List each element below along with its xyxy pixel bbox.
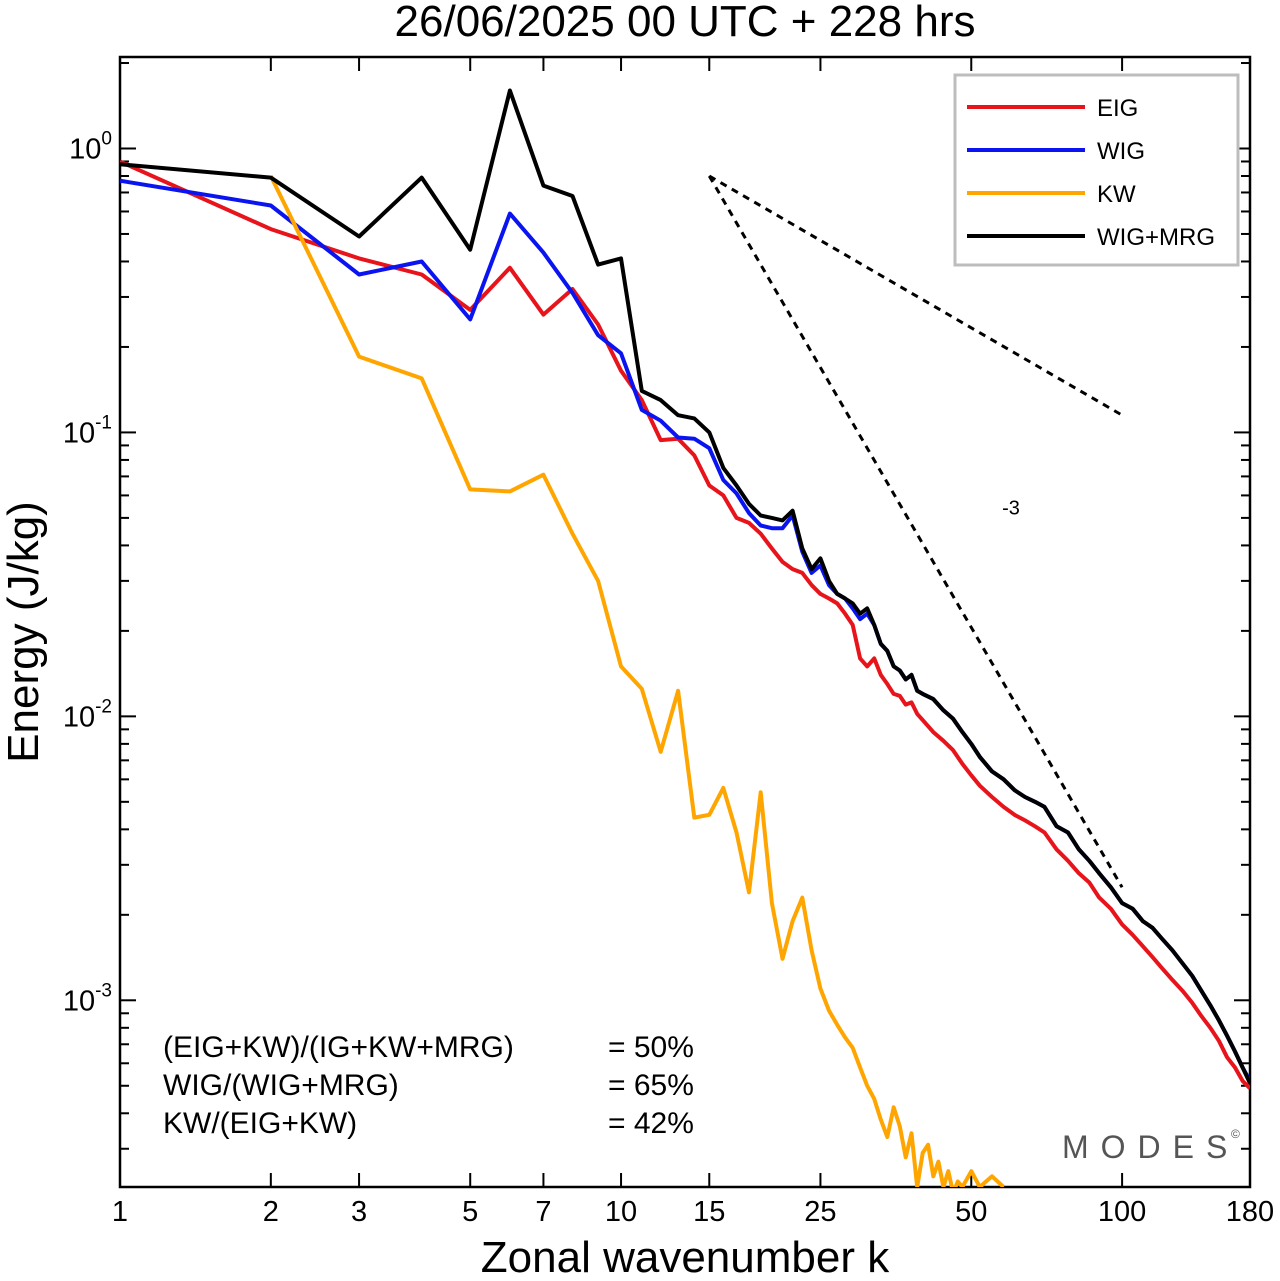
reference-slopes: -5/3-3	[707, 174, 1124, 889]
y-tick-base: 10	[63, 701, 95, 733]
x-tick-label: 3	[351, 1196, 367, 1228]
ratio-name: WIG/(WIG+MRG)	[163, 1069, 399, 1102]
x-tick-label: 5	[462, 1196, 478, 1228]
ratio-annotations: (EIG+KW)/(IG+KW+MRG) = 50% WIG/(WIG+MRG) = …	[163, 1031, 694, 1140]
ratio-value: = 65%	[608, 1069, 694, 1102]
series-line-eig	[120, 159, 1250, 1090]
ratio-value: = 42%	[608, 1107, 694, 1140]
x-tick-label: 50	[955, 1196, 987, 1228]
x-tick-label: 1	[112, 1196, 128, 1228]
y-tick-exponent: -3	[95, 980, 112, 1001]
y-tick-exponent: -2	[95, 696, 112, 717]
x-tick-label: 10	[605, 1196, 637, 1228]
series-line-kw	[269, 175, 1005, 1187]
x-tick-label: 25	[804, 1196, 836, 1228]
series-line-wig	[120, 178, 1250, 1082]
series-line-wig-mrg	[120, 88, 1250, 1085]
slope-label: -3	[1002, 497, 1020, 519]
modes-logo-mark: ©	[1231, 1127, 1240, 1141]
ratio-name: KW/(EIG+KW)	[163, 1107, 357, 1140]
y-tick-base: 10	[69, 133, 101, 165]
y-tick-base: 10	[63, 985, 95, 1017]
legend-label: KW	[1097, 181, 1136, 208]
y-tick-base: 10	[63, 417, 95, 449]
y-tick-label: 10-1	[63, 412, 112, 449]
y-tick-exponent: 0	[101, 128, 112, 149]
legend-label: WIG+MRG	[1097, 224, 1215, 251]
slope-line	[707, 175, 1124, 889]
ratio-value: = 50%	[608, 1031, 694, 1064]
y-tick-label: 100	[69, 128, 112, 165]
legend: EIG WIG KW WIG+MRG	[953, 73, 1240, 267]
slope-line	[708, 174, 1123, 417]
x-tick-label: 180	[1226, 1196, 1274, 1228]
plot-frame	[118, 55, 1252, 1189]
y-tick-label: 10-2	[63, 696, 112, 733]
x-tick-label: 7	[535, 1196, 551, 1228]
x-tick-label: 2	[263, 1196, 279, 1228]
x-tick-label: 15	[693, 1196, 725, 1228]
y-tick-exponent: -1	[95, 412, 112, 433]
data-series	[120, 88, 1250, 1187]
ratio-name: (EIG+KW)/(IG+KW+MRG)	[163, 1031, 514, 1064]
y-axis-label: Energy (J/kg)	[0, 501, 48, 763]
y-tick-label: 10-3	[63, 980, 112, 1017]
modes-logo: MODES	[1062, 1129, 1239, 1165]
x-axis-label: Zonal wavenumber k	[481, 1233, 890, 1281]
legend-label: EIG	[1097, 95, 1138, 122]
x-tick-label: 100	[1098, 1196, 1146, 1228]
legend-label: WIG	[1097, 138, 1145, 165]
chart-title: 26/06/2025 00 UTC + 228 hrs	[395, 0, 976, 46]
